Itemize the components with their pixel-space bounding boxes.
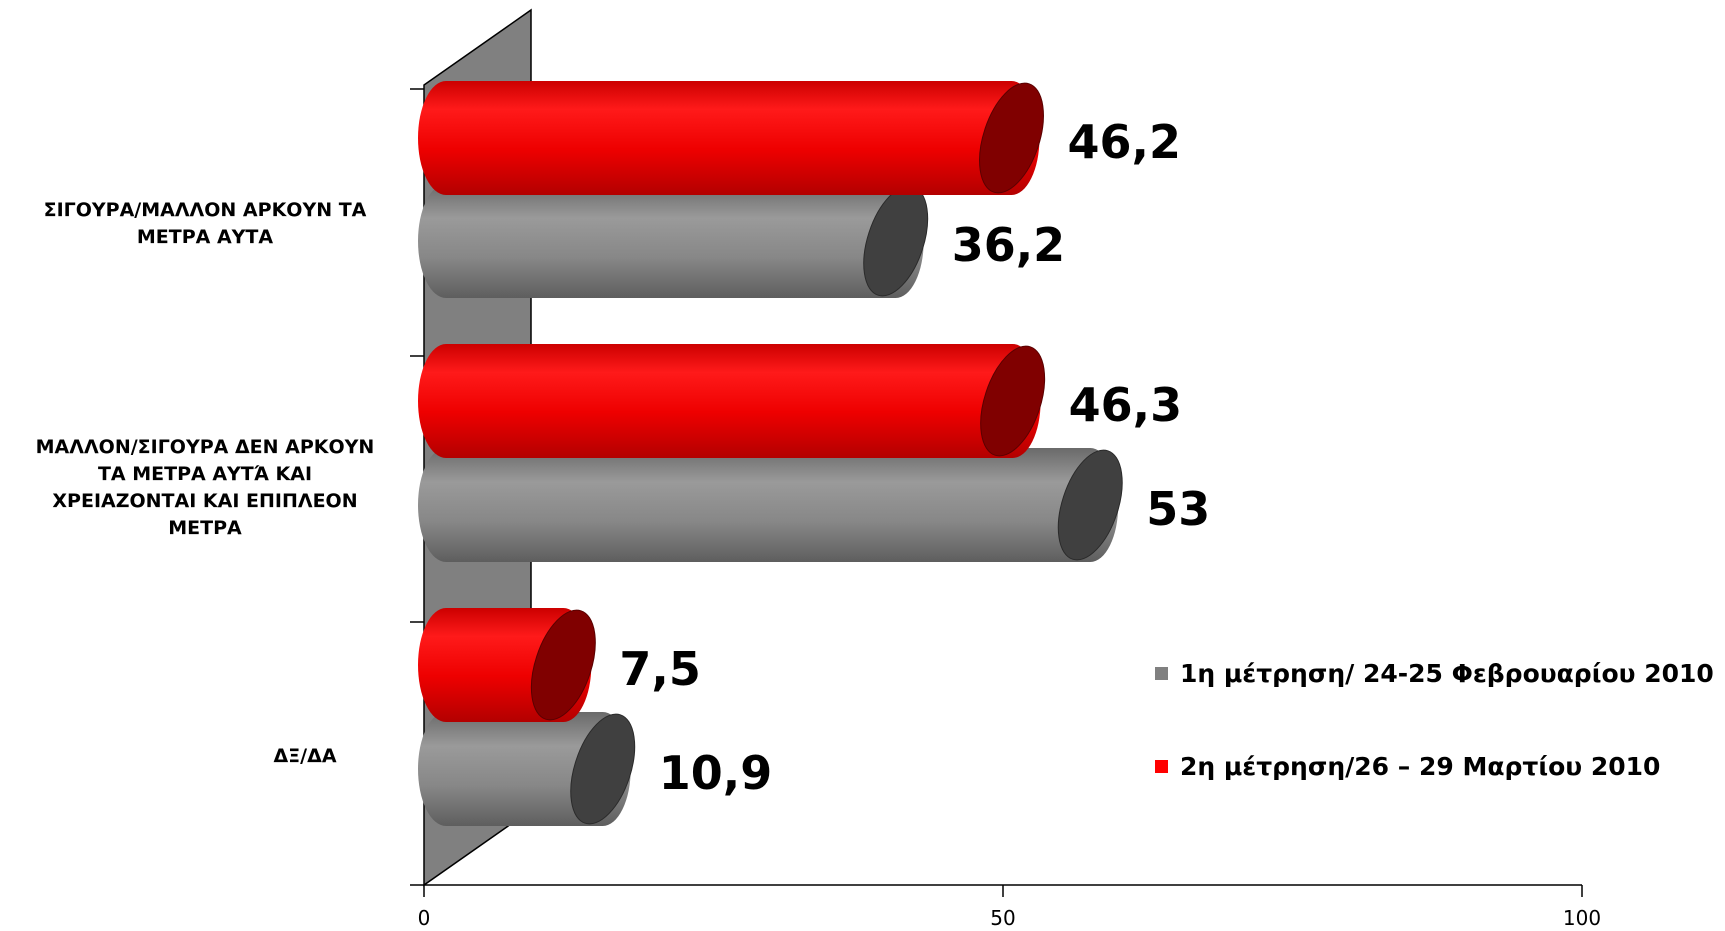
data-label: 53 xyxy=(1146,482,1210,536)
x-tick-label: 0 xyxy=(418,906,431,930)
bar-body xyxy=(418,184,924,298)
legend-item: 2η μέτρηση/26 – 29 Μαρτίου 2010 xyxy=(1155,751,1714,781)
bar-end-cap xyxy=(979,82,1044,194)
data-label: 10,9 xyxy=(659,746,773,800)
legend: 1η μέτρηση/ 24-25 Φεβρουαρίου 2010 2η μέ… xyxy=(1155,658,1714,844)
data-label: 46,2 xyxy=(1067,115,1181,169)
bar-cylinder xyxy=(418,81,1044,195)
bar-body xyxy=(418,448,1119,562)
bar-cylinder xyxy=(418,608,596,722)
legend-label: 2η μέτρηση/26 – 29 Μαρτίου 2010 xyxy=(1180,751,1661,781)
category-label: ΣΙΓΟΥΡΑ/ΜΑΛΛΟΝ ΑΡΚΟΥΝ ΤΑ ΜΕΤΡΑ ΑΥΤΑ xyxy=(43,199,367,248)
legend-label: 1η μέτρηση/ 24-25 Φεβρουαρίου 2010 xyxy=(1180,658,1714,688)
bar-cylinder xyxy=(418,344,1046,458)
bar-end-cap xyxy=(530,609,596,721)
bar-end-cap xyxy=(570,713,636,825)
category-label: ΜΑΛΛΟΝ/ΣΙΓΟΥΡΑ ΔΕΝ ΑΡΚΟΥΝ ΤΑ ΜΕΤΡΑ ΑΥΤΆ … xyxy=(35,436,375,539)
bar-cylinder xyxy=(418,184,929,298)
bar-body xyxy=(418,344,1041,458)
bar-cylinder xyxy=(418,448,1123,562)
category-label: ΔΞ/ΔΑ xyxy=(273,745,337,767)
bar-cylinder xyxy=(418,712,636,826)
legend-item: 1η μέτρηση/ 24-25 Φεβρουαρίου 2010 xyxy=(1155,658,1714,688)
legend-swatch-gray xyxy=(1155,666,1168,680)
data-label: 46,3 xyxy=(1069,378,1183,432)
bar-end-cap xyxy=(980,345,1046,457)
legend-swatch-red xyxy=(1155,759,1168,773)
x-tick-label: 100 xyxy=(1563,906,1601,930)
data-label: 36,2 xyxy=(952,218,1066,272)
bar-body xyxy=(418,81,1040,195)
data-label: 7,5 xyxy=(619,642,701,696)
x-tick-label: 50 xyxy=(990,906,1015,930)
bar-end-cap xyxy=(1057,449,1123,561)
